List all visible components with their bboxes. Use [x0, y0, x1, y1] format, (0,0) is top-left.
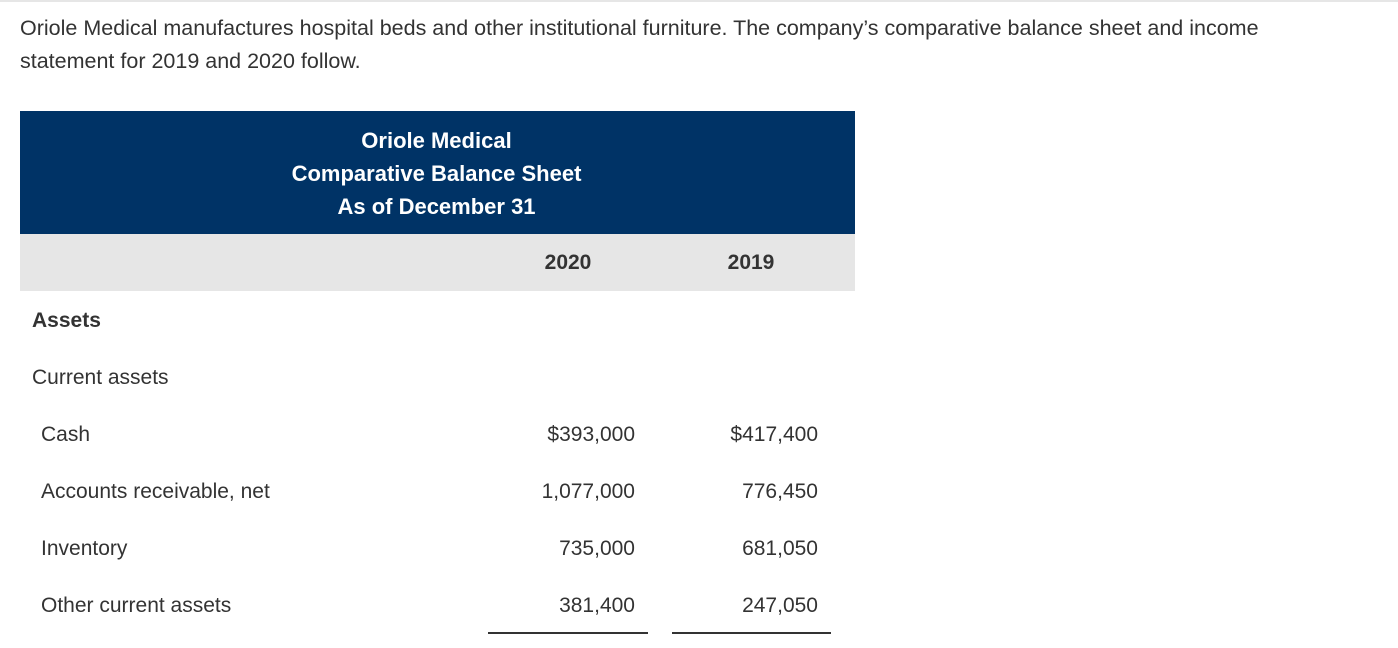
intro-line-2: statement for 2019 and 2020 follow.	[20, 49, 361, 73]
value-2019: 247,050	[742, 594, 818, 617]
intro-paragraph: Oriole Medical manufactures hospital bed…	[20, 12, 1390, 78]
subtotal-underline-2020	[488, 632, 648, 634]
sheet-date: As of December 31	[337, 194, 536, 219]
column-header-2019: 2019	[727, 251, 775, 274]
row-label-other-current-assets: Other current assets	[41, 594, 232, 617]
top-divider	[0, 0, 1398, 2]
value-2019: 681,050	[742, 537, 818, 560]
row-label-cash: Cash	[41, 423, 91, 446]
value-2019: $417,400	[730, 423, 818, 446]
company-name: Oriole Medical	[361, 128, 512, 153]
value-2020: $393,000	[547, 423, 635, 446]
value-2020: 735,000	[559, 537, 635, 560]
balance-sheet-header: Oriole Medical Comparative Balance Sheet…	[20, 111, 855, 234]
value-2019: 776,450	[742, 480, 818, 503]
intro-line-1: Oriole Medical manufactures hospital bed…	[20, 16, 1259, 40]
current-assets-label: Current assets	[32, 366, 169, 389]
value-2020: 1,077,000	[541, 480, 635, 503]
value-2020: 381,400	[559, 594, 635, 617]
assets-section-label: Assets	[32, 309, 101, 332]
column-header-row: 2020 2019	[20, 234, 855, 291]
row-label-accounts-receivable: Accounts receivable, net	[41, 480, 270, 503]
sheet-title: Comparative Balance Sheet	[291, 161, 582, 186]
row-label-inventory: Inventory	[41, 537, 128, 560]
column-header-2020: 2020	[544, 251, 592, 274]
subtotal-underline-2019	[672, 632, 831, 634]
